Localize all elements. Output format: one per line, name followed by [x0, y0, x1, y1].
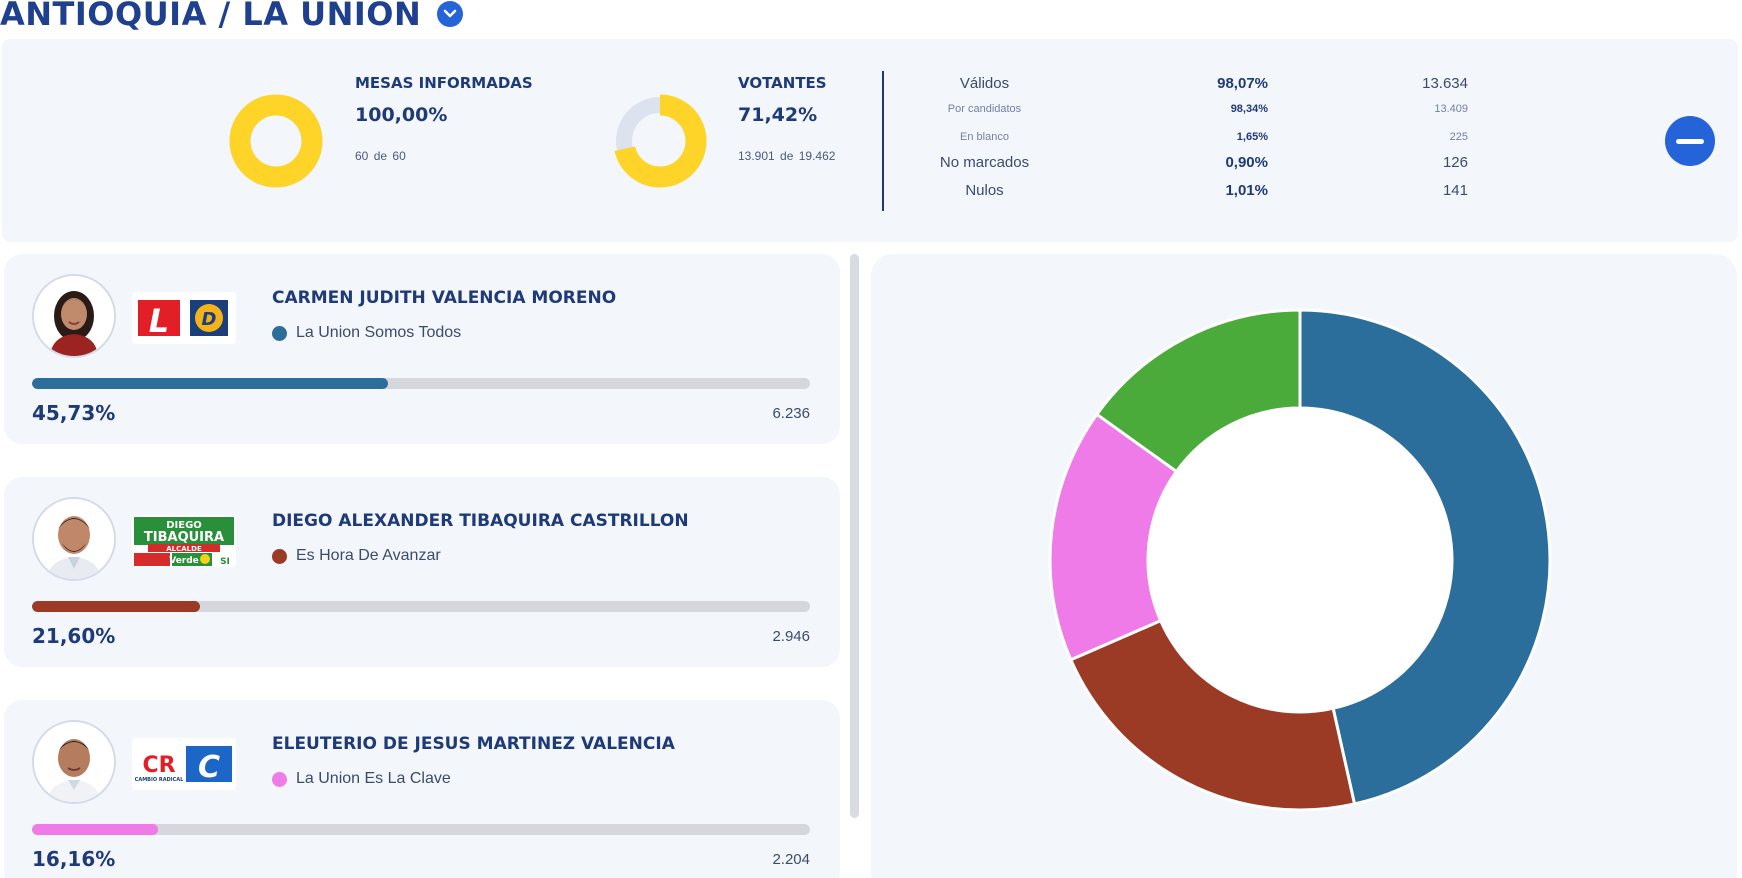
- dist-count: 225: [1449, 131, 1468, 143]
- summary-divider: [882, 71, 884, 211]
- party-name: Es Hora De Avanzar: [296, 547, 441, 564]
- candidate-card[interactable]: L D CARMEN JUDITH VALENCIA MORENO La Uni…: [4, 254, 840, 444]
- party-logos: L D: [132, 292, 236, 344]
- candidate-party: La Union Es La Clave: [272, 770, 451, 788]
- candidate-party: La Union Somos Todos: [272, 324, 461, 342]
- candidate-name: CARMEN JUDITH VALENCIA MORENO: [272, 288, 617, 308]
- candidate-party: Es Hora De Avanzar: [272, 547, 441, 565]
- collapse-button[interactable]: [1665, 116, 1715, 166]
- vote-bar-fill: [32, 601, 201, 612]
- candidate-percent: 45,73%: [32, 401, 116, 425]
- dist-count: 141: [1442, 182, 1468, 199]
- votantes-of: de: [780, 149, 794, 163]
- donut-slice-4[interactable]: [1094, 308, 1302, 474]
- logo-text-diego-3: ALCALDE: [166, 545, 202, 553]
- party-name: La Union Somos Todos: [296, 324, 462, 341]
- dist-row-validos: Válidos 98,07% 13.634: [902, 75, 1482, 95]
- candidate-votes: 6.236: [772, 405, 810, 422]
- logo-text-d: D: [202, 309, 217, 330]
- logo-text-diego-2: TIBAQUIRA: [144, 530, 224, 545]
- candidate-percent: 21,60%: [32, 624, 116, 648]
- summary-panel: MESAS INFORMADAS 100,00% 60 de 60 VOTANT…: [2, 39, 1738, 242]
- dist-percent: 0,90%: [1225, 154, 1268, 171]
- dist-label: Válidos: [959, 75, 1010, 92]
- mesas-label: MESAS INFORMADAS: [355, 74, 533, 92]
- logo-text-verde: Verde: [169, 556, 199, 566]
- candidate-votes: 2.946: [772, 628, 810, 645]
- mesas-value: 100,00%: [355, 104, 448, 126]
- party-logos: DIEGO TIBAQUIRA ALCALDE Verde SI: [132, 515, 236, 567]
- donut-slice-2[interactable]: [1068, 618, 1357, 812]
- dist-label: Nulos: [965, 182, 1004, 199]
- page-title: ANTIOQUIA / LA UNION: [0, 0, 422, 33]
- dist-label: En blanco: [960, 131, 1009, 143]
- dist-label: No marcados: [939, 154, 1030, 171]
- vote-bar: [32, 601, 810, 612]
- mesas-count: 60 de 60: [355, 149, 406, 163]
- candidate-card[interactable]: DIEGO TIBAQUIRA ALCALDE Verde SI DIEGO A…: [4, 477, 840, 667]
- dist-count: 13.634: [1422, 75, 1468, 92]
- votantes-value: 71,42%: [738, 104, 818, 126]
- votantes-ring: [612, 93, 708, 194]
- dist-percent: 98,34%: [1230, 103, 1268, 115]
- dist-row-nulos: Nulos 1,01% 141: [902, 182, 1482, 202]
- candidate-avatar: [32, 274, 116, 358]
- list-scrollbar[interactable]: [850, 254, 859, 818]
- candidate-card[interactable]: CR CAMBIO RADICAL C ELEUTERIO DE JESUS M…: [4, 700, 840, 878]
- minus-icon: [1676, 138, 1704, 144]
- logo-text-l: L: [149, 302, 169, 340]
- dist-label: Por candidatos: [947, 103, 1022, 115]
- logo-text-c: C: [198, 750, 220, 785]
- candidate-percent: 16,16%: [32, 847, 116, 871]
- mesas-total: 60: [392, 149, 406, 163]
- party-color-dot: [272, 548, 287, 564]
- candidate-votes: 2.204: [772, 851, 810, 868]
- dist-percent: 1,65%: [1236, 131, 1268, 143]
- votantes-count: 13.901 de 19.462: [738, 149, 835, 163]
- donut-slice-1[interactable]: [1298, 308, 1552, 806]
- dist-row-en-blanco: En blanco 1,65% 225: [902, 131, 1482, 151]
- dist-percent: 1,01%: [1225, 182, 1268, 199]
- vote-bar: [32, 824, 810, 835]
- votantes-total: 19.462: [798, 149, 836, 163]
- chevron-down-icon[interactable]: [437, 1, 464, 27]
- party-name: La Union Es La Clave: [296, 770, 451, 787]
- candidate-avatar: [32, 720, 116, 804]
- dist-row-por-candidatos: Por candidatos 98,34% 13.409: [902, 103, 1482, 123]
- results-chart-panel: [871, 254, 1737, 878]
- dist-percent: 98,07%: [1217, 75, 1268, 92]
- party-color-dot: [272, 325, 287, 341]
- vote-bar-fill: [32, 824, 158, 835]
- logo-text-cr: CR: [142, 753, 175, 778]
- logo-text-diego-1: DIEGO: [166, 520, 202, 531]
- dist-row-no-marcados: No marcados 0,90% 126: [902, 154, 1482, 174]
- vote-bar-fill: [32, 378, 388, 389]
- mesas-ring: [228, 93, 324, 194]
- dist-count: 13.409: [1434, 103, 1468, 115]
- results-donut-chart: [1048, 308, 1552, 812]
- party-color-dot: [272, 771, 287, 787]
- vote-bar: [32, 378, 810, 389]
- mesas-reported: 60: [355, 149, 369, 163]
- candidate-avatar: [32, 497, 116, 581]
- mesas-of: de: [373, 149, 388, 163]
- party-logos: CR CAMBIO RADICAL C: [132, 738, 236, 790]
- votantes-label: VOTANTES: [738, 74, 827, 92]
- candidate-name: ELEUTERIO DE JESUS MARTINEZ VALENCIA: [272, 734, 675, 754]
- dist-count: 126: [1442, 154, 1468, 171]
- candidate-name: DIEGO ALEXANDER TIBAQUIRA CASTRILLON: [272, 511, 689, 531]
- donut-hole: [1149, 409, 1451, 711]
- logo-text-cambio-radical: CAMBIO RADICAL: [135, 777, 184, 783]
- page-header: ANTIOQUIA / LA UNION: [0, 0, 464, 36]
- logo-text-si: SI: [220, 557, 230, 567]
- votantes-reported: 13.901: [738, 149, 775, 163]
